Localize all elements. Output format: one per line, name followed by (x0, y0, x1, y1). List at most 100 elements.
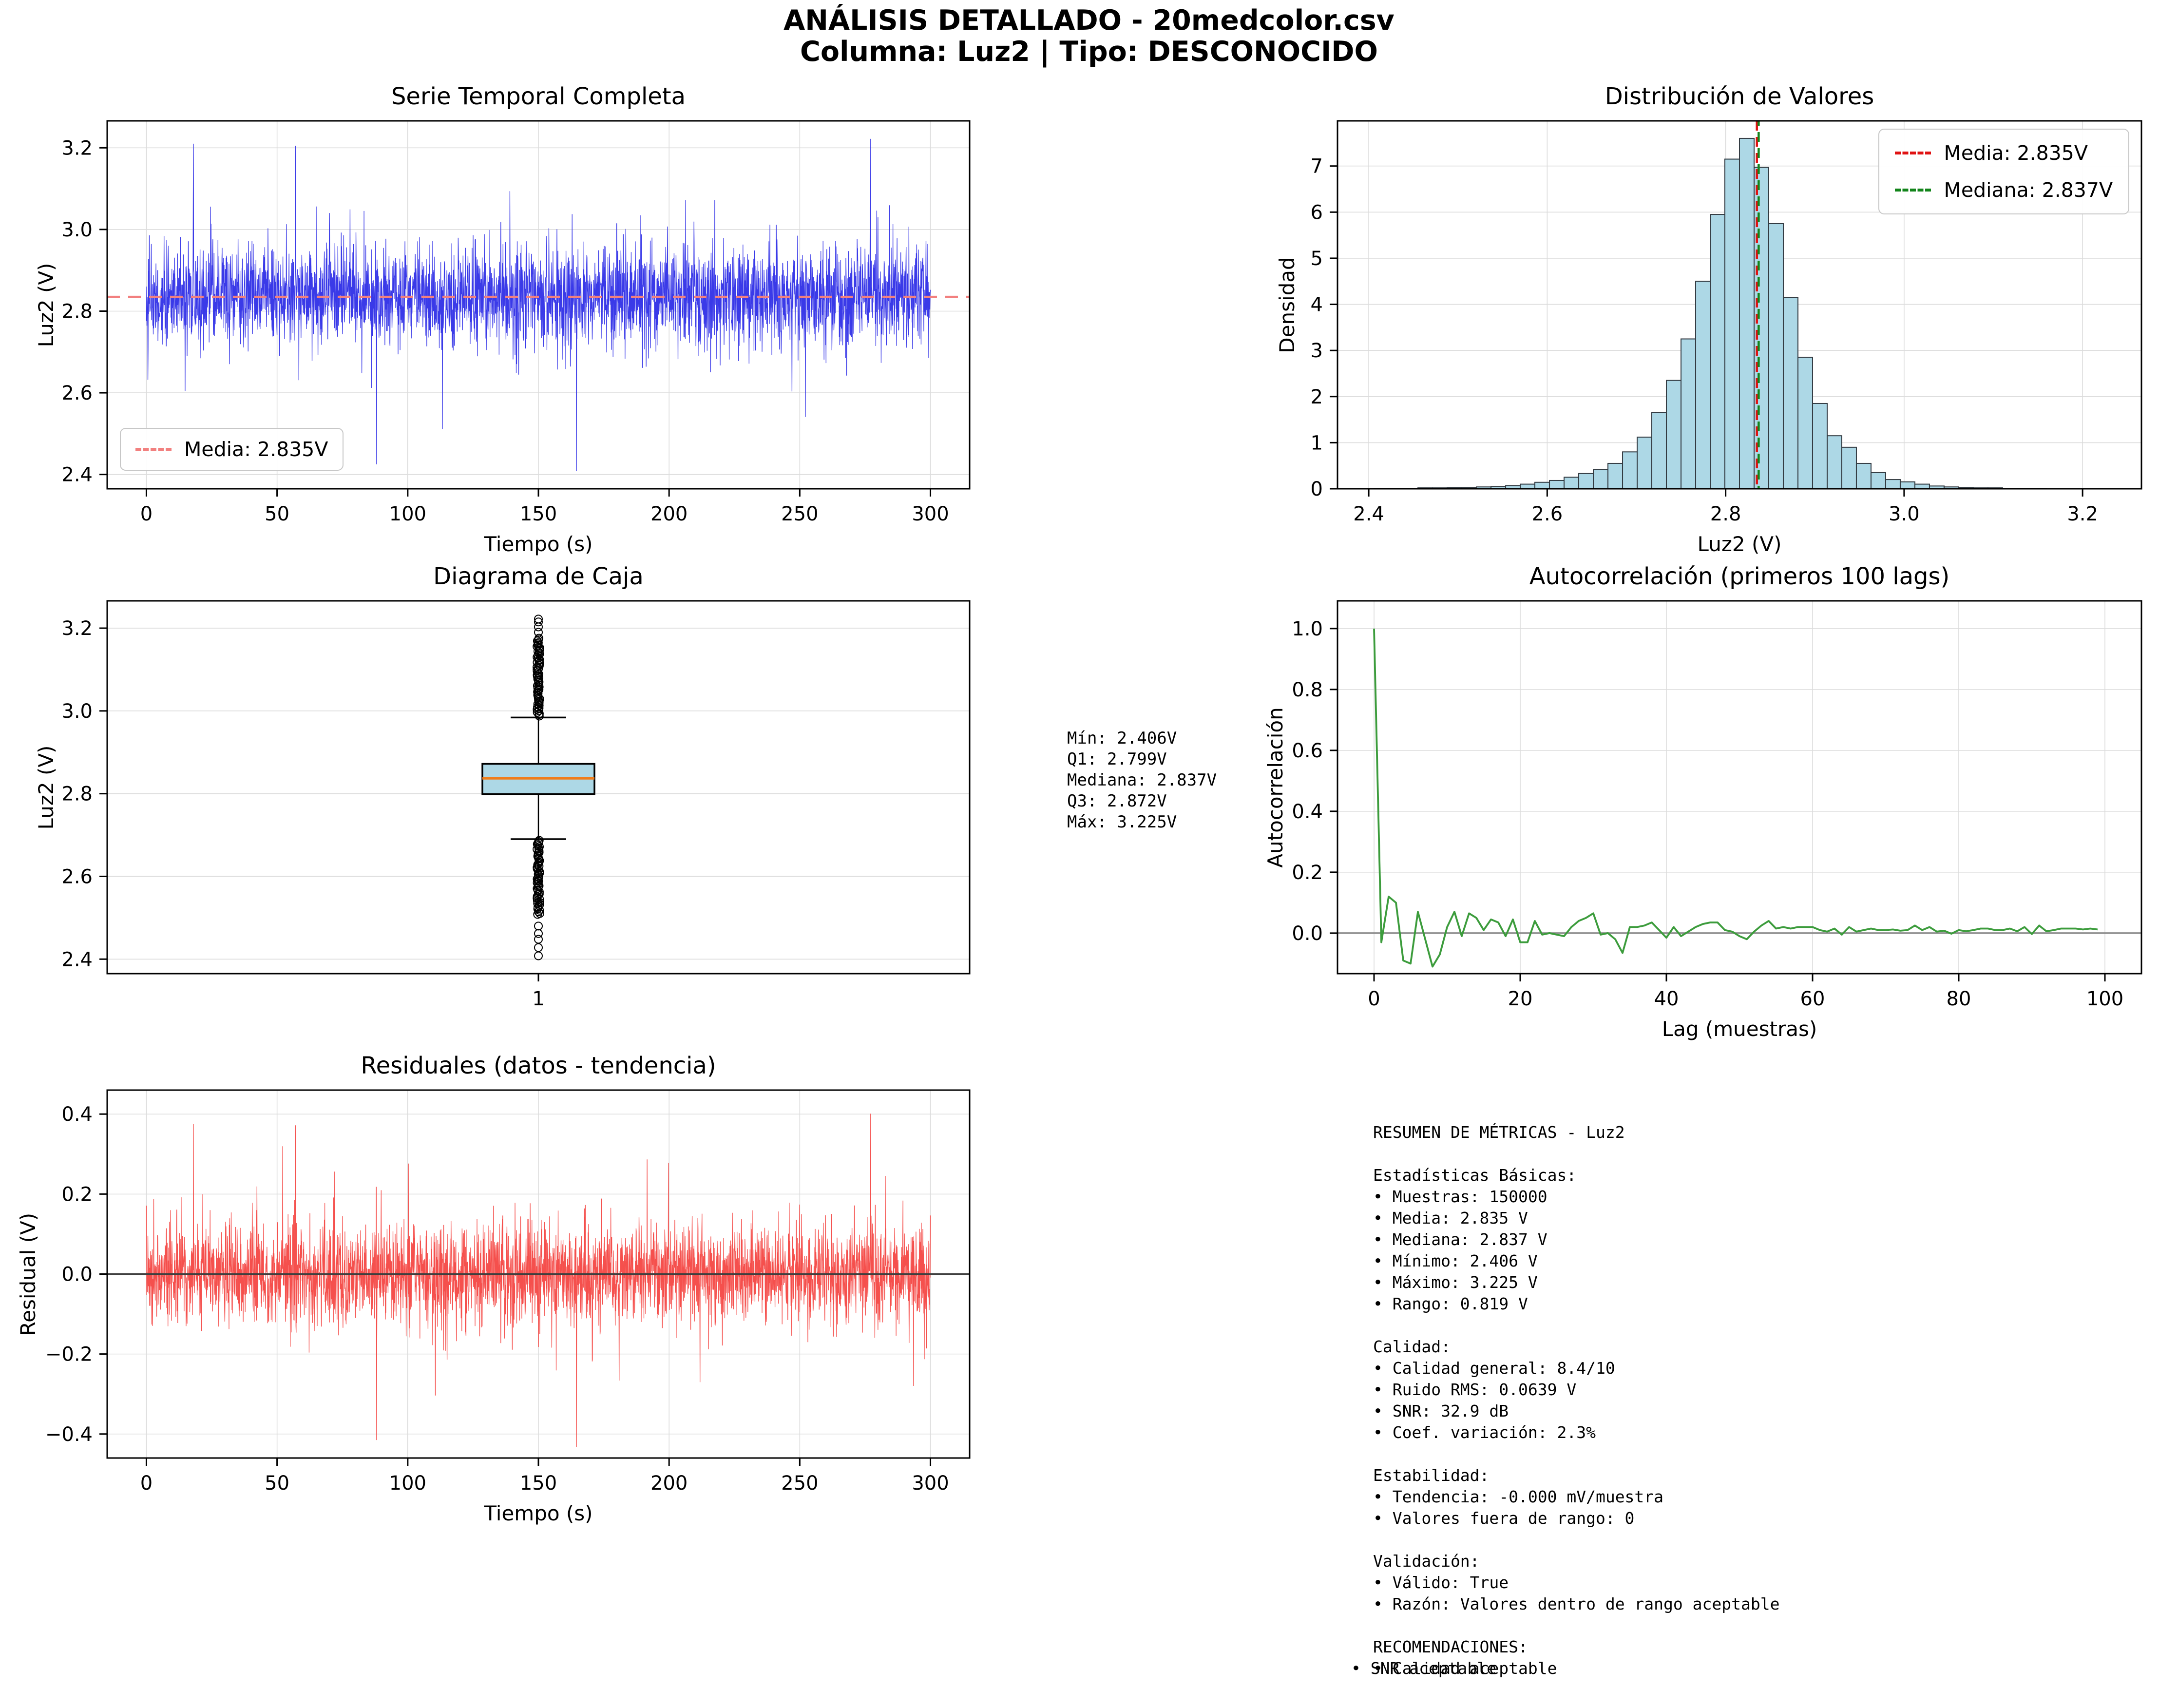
svg-text:60: 60 (1800, 988, 1825, 1010)
chart-title-box: Diagrama de Caja (433, 563, 644, 590)
text-line: • Muestras: 150000 (1373, 1187, 1548, 1206)
svg-text:2.6: 2.6 (61, 382, 93, 404)
text-line: • Válido: True (1373, 1573, 1509, 1592)
svg-text:0.0: 0.0 (1292, 922, 1323, 945)
text-line: Q1: 2.799V (1067, 749, 1167, 769)
legend-serie: Media: 2.835V (120, 428, 344, 471)
svg-text:40: 40 (1654, 988, 1679, 1010)
chart-title-serie: Serie Temporal Completa (391, 83, 686, 110)
text-line: • Coef. variación: 2.3% (1373, 1423, 1596, 1442)
mean-dashed-line-swatch (135, 448, 172, 451)
figure-title-line2: Columna: Luz2 | Tipo: DESCONOCIDO (800, 36, 1378, 68)
legend-hist-mediana-label: Mediana: 2.837V (1944, 178, 2113, 202)
text-line: Estabilidad: (1373, 1466, 1490, 1485)
svg-text:3.2: 3.2 (61, 617, 93, 640)
svg-text:200: 200 (650, 1472, 688, 1495)
svg-text:100: 100 (2086, 988, 2123, 1010)
svg-text:2.6: 2.6 (1532, 503, 1563, 525)
svg-text:3.2: 3.2 (61, 137, 93, 159)
svg-text:0.8: 0.8 (1292, 679, 1323, 701)
text-line: • Valores fuera de rango: 0 (1373, 1509, 1635, 1528)
svg-text:6: 6 (1311, 201, 1323, 224)
svg-text:0.0: 0.0 (61, 1264, 93, 1286)
svg-text:2.6: 2.6 (61, 865, 93, 888)
svg-text:0.4: 0.4 (61, 1103, 93, 1126)
svg-text:2.4: 2.4 (61, 464, 93, 486)
svg-text:250: 250 (781, 1472, 818, 1495)
svg-text:80: 80 (1947, 988, 1971, 1010)
svg-text:20: 20 (1508, 988, 1533, 1010)
svg-text:2.8: 2.8 (61, 783, 93, 806)
svg-text:3: 3 (1311, 340, 1323, 362)
xlabel-resid: Tiempo (s) (484, 1501, 593, 1525)
text-line: • Máximo: 3.225 V (1373, 1273, 1538, 1292)
text-line: • SNR: 32.9 dB (1373, 1401, 1509, 1420)
chart-title-acf: Autocorrelación (primeros 100 lags) (1529, 563, 1950, 590)
text-line: • Calidad general: 8.4/10 (1373, 1359, 1615, 1378)
svg-text:1: 1 (532, 988, 544, 1010)
text-line (1373, 1315, 1779, 1336)
svg-text:1: 1 (1311, 432, 1323, 454)
svg-text:0.6: 0.6 (1292, 740, 1323, 762)
text-line: • Razón: Valores dentro de rango aceptab… (1373, 1594, 1780, 1613)
ylabel-serie: Luz2 (V) (34, 263, 58, 347)
ylabel-hist: Densidad (1275, 257, 1299, 353)
text-line: Q3: 2.872V (1067, 791, 1167, 811)
legend-hist: Media: 2.835V Mediana: 2.837V (1878, 129, 2129, 214)
ylabel-acf: Autocorrelación (1263, 707, 1287, 868)
text-line: • Ruido RMS: 0.0639 V (1373, 1380, 1577, 1399)
ylabel-box: Luz2 (V) (34, 745, 58, 830)
figure-title-line1: ANÁLISIS DETALLADO - 20medcolor.csv (783, 4, 1395, 37)
svg-text:3.2: 3.2 (2067, 503, 2098, 525)
ylabel-resid: Residual (V) (16, 1212, 40, 1336)
text-line: • Media: 2.835 V (1373, 1209, 1528, 1228)
chart-title-resid: Residuales (datos - tendencia) (361, 1052, 716, 1079)
svg-text:300: 300 (912, 503, 949, 525)
svg-text:0: 0 (1368, 988, 1380, 1010)
xlabel-hist: Luz2 (V) (1697, 532, 1782, 556)
text-line: RECOMENDACIONES: (1373, 1637, 1528, 1656)
legend-hist-media-label: Media: 2.835V (1944, 141, 2088, 165)
text-line (1373, 1615, 1779, 1636)
xlabel-serie: Tiempo (s) (484, 532, 593, 556)
svg-text:0: 0 (140, 503, 153, 525)
median-dashed-line-swatch (1895, 189, 1931, 192)
svg-text:50: 50 (265, 1472, 289, 1495)
svg-text:−0.2: −0.2 (45, 1343, 93, 1366)
text-line: Mín: 2.406V (1067, 729, 1177, 748)
text-line: • Mediana: 2.837 V (1373, 1230, 1548, 1249)
legend-serie-media-label: Media: 2.835V (184, 438, 328, 461)
text-line: Validación: (1373, 1552, 1480, 1571)
svg-text:100: 100 (389, 1472, 426, 1495)
svg-text:1.0: 1.0 (1292, 618, 1323, 640)
text-line (1373, 1529, 1779, 1551)
svg-text:3.0: 3.0 (1889, 503, 1920, 525)
svg-text:0.2: 0.2 (61, 1183, 93, 1206)
text-line: Máx: 3.225V (1067, 812, 1177, 832)
svg-text:300: 300 (912, 1472, 949, 1495)
svg-text:250: 250 (781, 503, 818, 525)
svg-text:2.8: 2.8 (1710, 503, 1741, 525)
text-line: Estadísticas Básicas: (1373, 1166, 1577, 1185)
svg-text:50: 50 (265, 503, 289, 525)
svg-text:2.8: 2.8 (61, 300, 93, 323)
text-line: • Rango: 0.819 V (1373, 1294, 1528, 1313)
svg-text:−0.4: −0.4 (45, 1423, 93, 1446)
svg-text:4: 4 (1311, 294, 1323, 316)
svg-text:2: 2 (1311, 386, 1323, 408)
svg-text:2.4: 2.4 (1353, 503, 1384, 525)
svg-text:0.4: 0.4 (1292, 801, 1323, 823)
svg-text:0: 0 (140, 1472, 153, 1495)
boxplot-stats-text: Mín: 2.406V Q1: 2.799V Mediana: 2.837V Q3: … (1067, 728, 1217, 833)
text-line: Mediana: 2.837V (1067, 770, 1217, 790)
xlabel-acf: Lag (muestras) (1662, 1017, 1817, 1041)
text-line (1373, 1443, 1779, 1465)
mean-dashed-line-swatch (1895, 152, 1931, 154)
svg-text:150: 150 (520, 503, 557, 525)
chart-title-hist: Distribución de Valores (1605, 83, 1874, 110)
svg-text:0.2: 0.2 (1292, 862, 1323, 884)
text-line (1373, 1143, 1779, 1165)
svg-text:3.0: 3.0 (61, 219, 93, 241)
svg-text:7: 7 (1311, 155, 1323, 178)
